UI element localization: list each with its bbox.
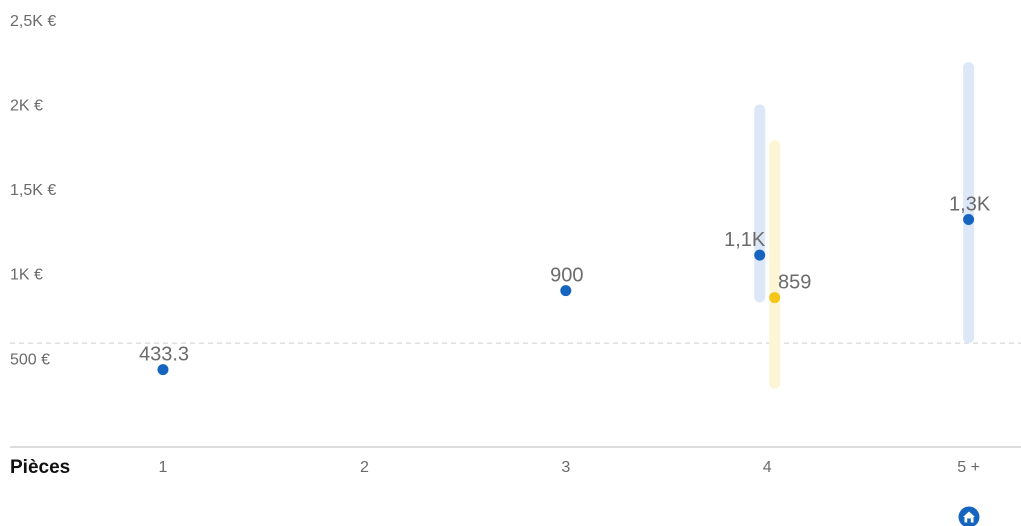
y-tick-label: 500 €	[10, 351, 50, 368]
x-tick-label: 5 +	[957, 459, 980, 476]
data-label: 433.3	[139, 344, 189, 366]
x-tick-label: 1	[159, 459, 168, 476]
range-bar	[769, 139, 781, 389]
data-point[interactable]	[560, 285, 572, 297]
home-icon[interactable]	[958, 506, 980, 526]
data-point[interactable]	[754, 249, 766, 261]
x-tick-label: 3	[561, 459, 570, 476]
data-point[interactable]	[157, 364, 169, 376]
range-bar	[963, 62, 975, 344]
data-point[interactable]	[963, 214, 975, 226]
x-tick-label: 2	[360, 459, 369, 476]
data-label: 859	[778, 272, 811, 294]
range-bar	[754, 104, 766, 303]
x-tick-label: 4	[763, 459, 772, 476]
x-axis-label: Pièces	[10, 457, 70, 478]
data-point[interactable]	[769, 292, 781, 304]
data-label: 1,3K	[949, 194, 991, 216]
y-tick-label: 1,5K €	[10, 182, 56, 199]
y-tick-label: 1K €	[10, 267, 43, 284]
y-tick-label: 2K €	[10, 97, 43, 114]
y-tick-label: 2,5K €	[10, 13, 56, 30]
data-label: 900	[550, 265, 583, 287]
data-label: 1,1K	[724, 229, 766, 251]
